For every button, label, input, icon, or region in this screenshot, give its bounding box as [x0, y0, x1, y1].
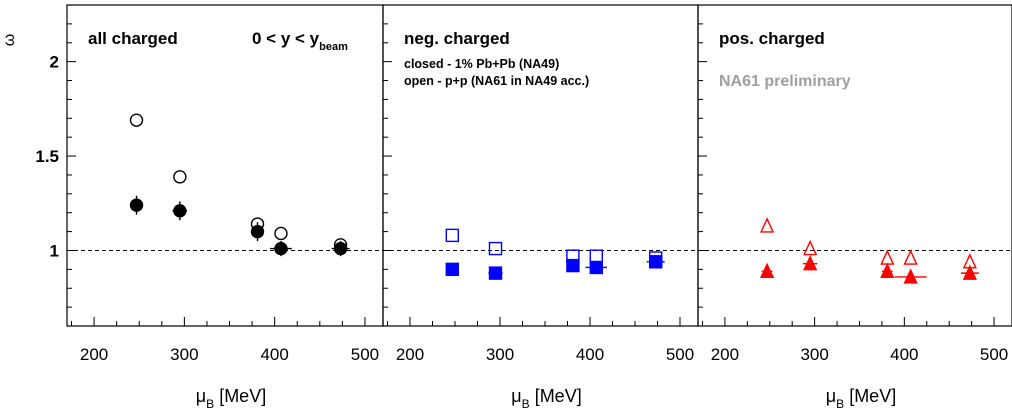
panel-1-y-tick-label: 1.5 — [35, 147, 59, 166]
panel-1-open-circle-marker — [333, 238, 348, 252]
panel-1-open-circle-marker — [129, 113, 144, 127]
panel-2-filled-square-marker — [649, 255, 663, 269]
panel-2-filled-square-marker — [445, 262, 459, 277]
panel-2-open-square-marker — [649, 251, 663, 265]
panel-3-title: pos. charged — [719, 29, 825, 48]
panel-3-filled-triangle-marker — [903, 268, 918, 284]
panel-1-title: all charged — [88, 29, 178, 48]
panel-2-open-square-marker — [566, 249, 580, 263]
panel-2-filled-square-marker — [488, 266, 503, 280]
panel-1-open-circle-marker — [250, 217, 265, 231]
panel-1-filled-circle-marker — [274, 241, 288, 256]
panel-2-x-tick-label: 200 — [396, 345, 424, 364]
panel-3-frame — [697, 4, 1012, 327]
panel-2-x-tick-label: 300 — [486, 345, 514, 364]
panel-1-x-tick-label: 200 — [80, 345, 108, 364]
panel-2-open-square-marker — [488, 241, 503, 256]
panel-3-filled-triangle-marker — [759, 262, 775, 278]
panel-1-filled-circle-marker — [129, 198, 144, 212]
panel-3-open-triangle-marker — [962, 253, 977, 269]
panel-2-filled-square-marker — [566, 258, 580, 273]
panel-2-filled-square-marker — [589, 260, 603, 275]
panel-3-watermark: NA61 preliminary — [719, 73, 851, 90]
panel-1-x-axis-label: μB [MeV] — [196, 386, 266, 411]
panel-1-y-tick-label: 1 — [50, 241, 59, 260]
panel-1-x-tick-label: 300 — [170, 345, 198, 364]
panel-3-open-triangle-marker — [880, 249, 895, 265]
panel-2-x-tick-label: 500 — [666, 345, 694, 364]
panel-2-legend-line: closed - 1% Pb+Pb (NA49) — [404, 57, 559, 71]
panel-2-x-tick-label: 400 — [576, 345, 604, 364]
panel-2-open-square-marker — [589, 249, 603, 263]
panel-3-open-triangle-marker — [803, 239, 818, 256]
panel-2-frame — [382, 4, 699, 327]
panel-3-x-tick-label: 200 — [711, 345, 739, 364]
panel-2-legend-line: open - p+p (NA61 in NA49 acc.) — [404, 74, 589, 88]
panel-3-filled-triangle-marker — [803, 255, 818, 271]
panel-3-open-triangle-marker — [903, 249, 918, 265]
panel-1-rapidity-annotation: 0 < y < ybeam — [252, 29, 348, 53]
panel-1-filled-circle-marker — [173, 204, 187, 218]
panel-2-x-axis-label: μB [MeV] — [511, 386, 581, 411]
panel-1-x-tick-label: 500 — [351, 345, 379, 364]
panel-3-x-tick-label: 300 — [800, 345, 828, 364]
panel-1-open-circle-marker — [274, 226, 288, 241]
panel-3-x-axis-label: μB [MeV] — [826, 386, 896, 411]
panel-3-filled-triangle-marker — [880, 262, 895, 278]
panel-1-filled-circle-marker — [333, 241, 348, 256]
panel-1-open-circle-marker — [173, 170, 187, 184]
panel-2-open-square-marker — [445, 228, 459, 243]
panel-1-x-tick-label: 400 — [260, 345, 288, 364]
panel-3-x-tick-label: 500 — [980, 345, 1008, 364]
panel-3-open-triangle-marker — [759, 217, 775, 233]
panel-3-filled-triangle-marker — [962, 264, 977, 280]
panel-1-frame — [66, 4, 384, 327]
panel-3-x-tick-label: 400 — [890, 345, 918, 364]
panel-1-y-tick-label: 2 — [50, 53, 59, 72]
y-axis-label: ω — [1, 34, 18, 47]
panel-2-title: neg. charged — [404, 29, 510, 48]
